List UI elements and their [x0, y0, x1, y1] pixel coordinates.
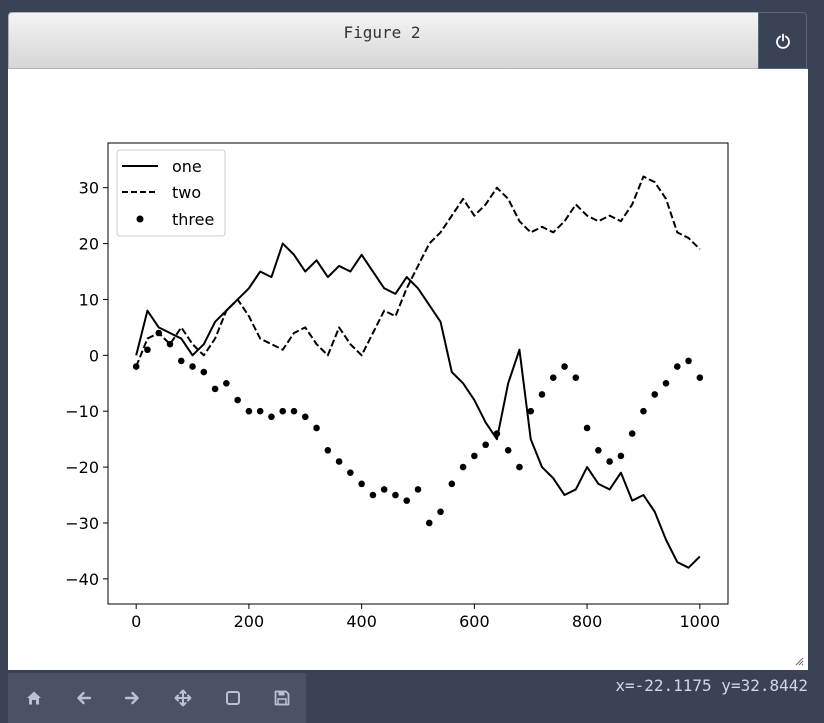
point-three-24: [403, 497, 411, 504]
legend-swatch-three: [136, 215, 144, 223]
point-three-25: [414, 486, 422, 493]
point-three-7: [211, 385, 219, 393]
point-three-35: [527, 407, 535, 415]
point-three-48: [673, 363, 681, 370]
home-button[interactable]: [21, 685, 47, 711]
line-chart: 0 200 400 600 800 1000 −40 −30 −20 −10 0 10 20 30 one…: [65, 142, 729, 631]
square-icon: [226, 691, 240, 705]
x-tick-label-5: 1000: [679, 612, 720, 631]
point-three-4: [177, 357, 185, 365]
point-three-32: [493, 430, 501, 437]
power-button[interactable]: [758, 12, 807, 69]
pan-button[interactable]: [170, 685, 196, 711]
point-three-21: [369, 491, 377, 499]
coordinate-readout: x=-22.1175 y=32.8442: [615, 676, 808, 695]
y-tick-label-6: 20: [79, 235, 99, 254]
line-two: [135, 175, 701, 367]
point-three-20: [358, 480, 365, 488]
point-three-5: [189, 363, 196, 370]
point-three-1: [144, 346, 151, 354]
point-three-17: [324, 447, 332, 454]
y-tick-label-2: −20: [65, 458, 99, 477]
legend-box: [116, 149, 226, 237]
x-tick-label-0: 0: [131, 612, 141, 631]
point-three-14: [290, 407, 298, 415]
toolbar: [8, 673, 306, 723]
x-tick-label-3: 600: [459, 612, 490, 631]
legend-label-one: one: [172, 157, 202, 176]
y-tick-label-3: −10: [65, 402, 99, 421]
figure-canvas[interactable]: 0 200 400 600 800 1000 −40 −30 −20 −10 0 10 20 30 one…: [8, 69, 808, 670]
point-three-26: [425, 519, 433, 527]
point-three-2: [155, 329, 163, 337]
point-three-13: [279, 407, 287, 415]
point-three-8: [223, 379, 230, 387]
point-three-34: [516, 463, 523, 471]
save-icon: [274, 690, 290, 706]
forward-button[interactable]: [119, 685, 145, 711]
point-three-10: [245, 407, 253, 415]
legend: one two three: [116, 149, 226, 237]
save-button[interactable]: [269, 685, 295, 711]
y-tick-label-0: −40: [65, 570, 99, 589]
point-three-22: [380, 486, 388, 493]
back-button[interactable]: [71, 685, 97, 711]
point-three-50: [696, 374, 704, 381]
point-three-44: [628, 430, 636, 437]
point-three-46: [651, 391, 659, 398]
point-three-0: [132, 363, 140, 370]
point-three-41: [595, 447, 602, 454]
point-three-42: [606, 458, 613, 465]
point-three-3: [166, 340, 174, 348]
series-three: [132, 329, 704, 527]
resize-grip-icon[interactable]: [794, 656, 804, 666]
y-tick-label-4: 0: [89, 346, 99, 365]
point-three-23: [392, 491, 399, 499]
point-three-45: [640, 407, 647, 415]
title-bar: Figure 2: [8, 12, 806, 69]
point-three-47: [662, 379, 670, 387]
window-title: Figure 2: [343, 23, 421, 42]
point-three-38: [561, 363, 568, 370]
point-three-40: [583, 424, 591, 432]
ticks-layer: 0 200 400 600 800 1000 −40 −30 −20 −10 0 10 20 30: [65, 179, 720, 631]
point-three-31: [482, 441, 489, 449]
y-tick-label-1: −30: [65, 514, 99, 533]
point-three-18: [335, 458, 343, 465]
point-three-39: [572, 374, 580, 381]
point-three-19: [347, 469, 354, 476]
point-three-9: [234, 396, 241, 404]
point-three-36: [538, 391, 546, 398]
x-tick-label-4: 800: [572, 612, 603, 631]
point-three-15: [301, 413, 309, 421]
y-tick-label-5: 10: [79, 290, 99, 309]
move-icon: [174, 689, 192, 707]
point-three-11: [256, 407, 264, 415]
arrow-left-icon: [77, 691, 92, 705]
zoom-button[interactable]: [220, 685, 246, 711]
point-three-12: [268, 413, 275, 421]
point-three-33: [504, 447, 512, 454]
y-tick-label-7: 30: [79, 179, 99, 198]
x-tick-label-1: 200: [234, 612, 265, 631]
power-icon: [776, 33, 790, 49]
legend-label-three: three: [172, 210, 214, 229]
plot-frame: [107, 142, 729, 605]
point-three-49: [685, 357, 692, 365]
point-three-27: [437, 508, 444, 516]
series-two: [135, 175, 701, 367]
point-three-30: [471, 452, 478, 460]
point-three-6: [200, 368, 208, 376]
point-three-29: [459, 463, 467, 471]
point-three-16: [313, 424, 320, 432]
point-three-37: [549, 374, 557, 381]
legend-label-two: two: [172, 183, 201, 202]
point-three-28: [448, 480, 456, 488]
point-three-43: [617, 452, 625, 460]
x-tick-label-2: 400: [346, 612, 377, 631]
home-icon: [27, 691, 41, 705]
arrow-right-icon: [124, 691, 139, 705]
series-layer: [132, 175, 704, 569]
